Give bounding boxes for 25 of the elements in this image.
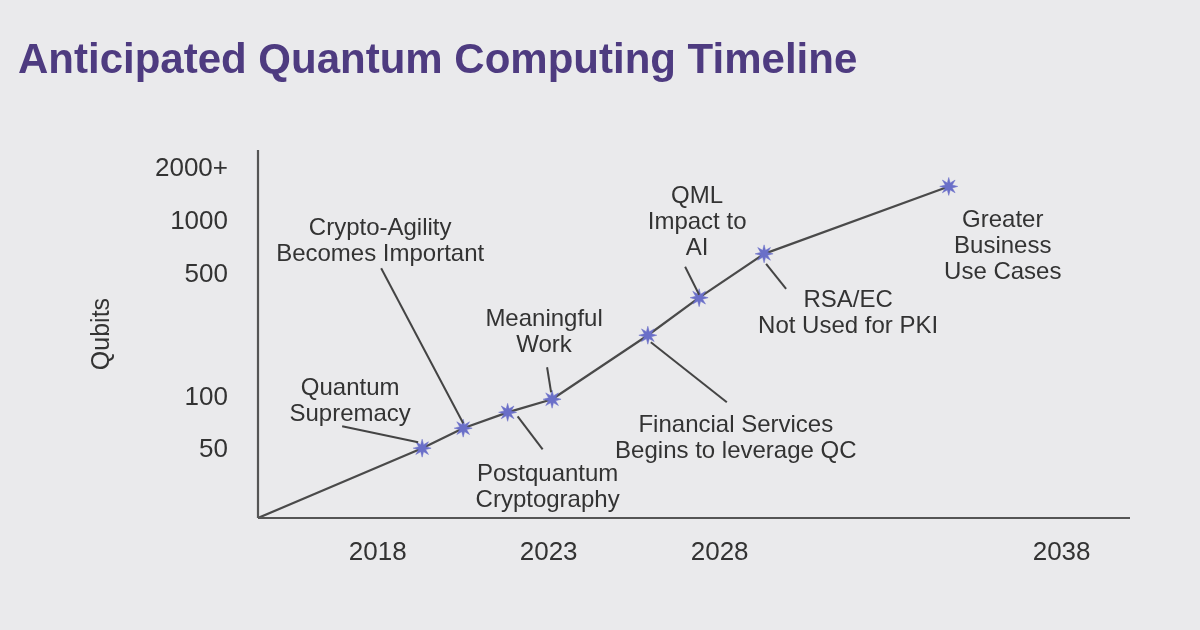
point <box>638 325 658 345</box>
point <box>453 418 473 438</box>
y-axis-title: Qubits <box>86 297 114 371</box>
y-tick-label: 2000+ <box>154 152 228 183</box>
x-tick-label: 2028 <box>690 536 749 567</box>
point <box>939 177 959 196</box>
x-tick-label: 2038 <box>1032 536 1091 567</box>
point <box>689 288 709 307</box>
annotation: QML Impact to AI <box>647 180 747 260</box>
point <box>412 438 432 458</box>
y-tick-label: 100 <box>184 380 228 411</box>
point <box>542 389 562 409</box>
x-tick-label: 2018 <box>348 536 407 567</box>
annotation: Quantum Supremacy <box>289 372 411 426</box>
annotation: RSA/EC Not Used for PKI <box>758 284 939 338</box>
y-tick-label: 500 <box>184 257 228 288</box>
annotation: Meaningful Work <box>485 303 603 357</box>
x-tick-label: 2023 <box>519 536 578 567</box>
annotation: Crypto-Agility Becomes Important <box>276 212 485 266</box>
point <box>498 403 517 422</box>
point <box>754 244 774 264</box>
y-tick-label: 50 <box>199 433 228 464</box>
annotation: Greater Business Use Cases <box>944 204 1062 284</box>
y-tick-label: 1000 <box>170 205 228 236</box>
chart-title: Anticipated Quantum Computing Timeline <box>18 34 858 84</box>
